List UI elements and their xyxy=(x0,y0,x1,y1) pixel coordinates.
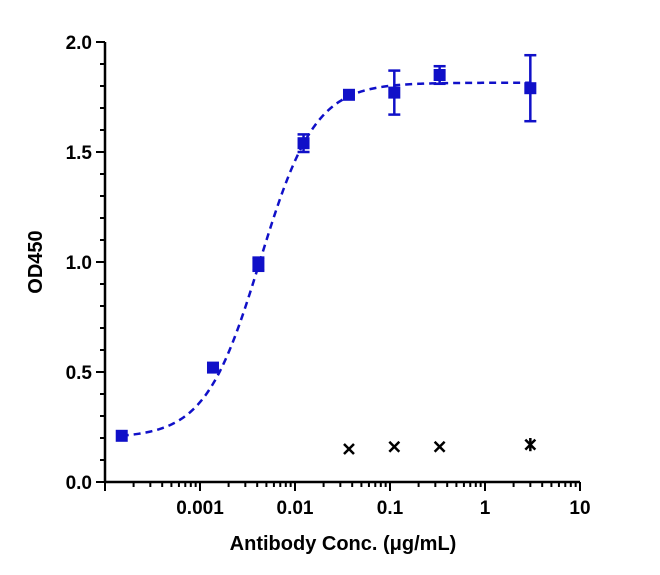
x-axis-title: Antibody Conc. (μg/mL) xyxy=(230,533,457,555)
y-tick-label: 1.0 xyxy=(66,253,92,274)
data-point xyxy=(388,86,401,99)
data-point-x xyxy=(433,440,446,453)
y-tick-label: 0.0 xyxy=(66,473,92,494)
data-point-x xyxy=(343,443,355,455)
data-point-x xyxy=(524,438,537,451)
data-point xyxy=(115,429,128,442)
fit-curve xyxy=(121,81,531,437)
data-point xyxy=(524,82,537,95)
y-tick-label: 2.0 xyxy=(66,33,92,54)
data-point-x xyxy=(388,440,401,453)
x-tick-label: 0.001 xyxy=(176,498,224,519)
data-point xyxy=(342,88,355,101)
x-tick-label: 0.01 xyxy=(277,498,314,519)
x-tick-label: 0.1 xyxy=(377,498,404,519)
x-tick-label: 10 xyxy=(569,498,590,519)
data-point xyxy=(433,69,446,81)
data-point xyxy=(252,258,265,271)
y-axis-title: OD450 xyxy=(25,230,47,293)
y-tick-label: 0.5 xyxy=(66,363,93,384)
y-tick-label: 1.5 xyxy=(66,143,93,164)
plot-area: 0.0 0.5 1.0 1.5 2.0 0.001 0.01 0.1 1 10 xyxy=(66,33,591,519)
x-tick-label: 1 xyxy=(480,498,491,519)
data-point xyxy=(206,361,219,374)
data-point xyxy=(297,137,310,150)
